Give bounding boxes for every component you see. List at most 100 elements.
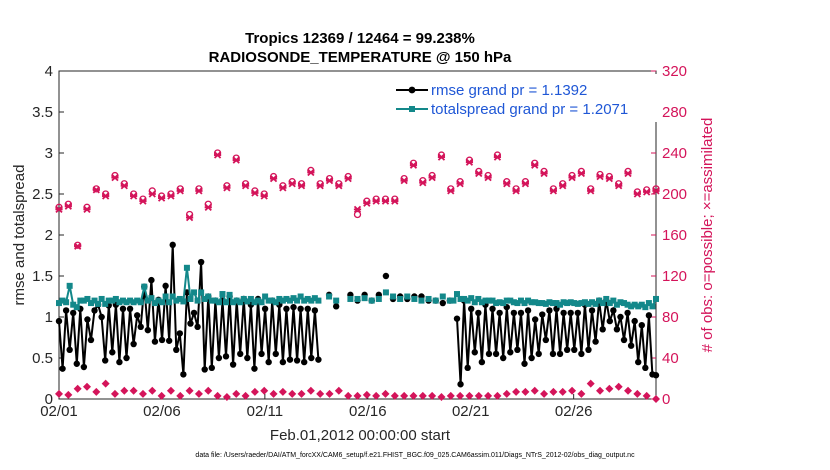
spread-series [56,264,659,311]
obs-low-point [400,391,409,400]
obs-assimilated-point [652,187,660,195]
obs-assimilated-point [297,182,306,190]
y-tick-label: 3.5 [32,104,53,121]
spread-point [557,301,564,308]
spread-point [571,300,578,307]
rmse-point [531,316,539,323]
spread-point [397,295,404,302]
spread-point [549,300,556,307]
spread-point [70,301,77,308]
obs-assimilated-point [447,187,455,195]
obs-low-point [129,386,138,395]
rmse-point [535,350,542,358]
rmse-point [517,309,525,317]
spread-point [80,297,87,304]
obs-low-point [652,395,660,403]
x-tick-label: 02/21 [452,403,490,420]
rmse-point [165,337,173,344]
spread-point [198,289,205,296]
rmse-point [606,317,614,325]
obs-assimilated-point [503,180,511,188]
obs-assimilated-point [475,169,483,178]
obs-low-point [624,386,633,395]
rmse-line-segment [58,244,320,375]
spread-point [635,303,642,310]
spread-point [141,283,148,290]
spread-point [166,299,173,306]
spread-point [464,297,471,304]
rmse-point [176,330,184,337]
rmse-point [382,272,390,280]
rmse-point [485,350,493,358]
obs-low-point [260,386,269,395]
obs-assimilated-point [465,158,474,166]
obs-low-point [101,379,110,388]
obs-low-point [577,389,586,398]
spread-point [560,299,567,306]
obs-assimilated-point [213,151,222,159]
rmse-point [251,365,258,372]
obs-assimilated-point [204,203,212,211]
y-right-tick-label: 40 [662,350,679,367]
obs-assimilated-point [633,190,641,198]
rmse-point [180,371,187,378]
rmse-point [187,320,194,327]
obs-possible-point [74,241,82,249]
obs-low-point [381,389,390,398]
rmse-point [546,307,553,314]
rmse-point [549,350,557,358]
obs-low-point [614,382,623,391]
spread-point [585,300,592,307]
rmse-point [290,303,297,311]
rmse-point [567,309,574,317]
obs-assimilated-point [316,182,324,190]
obs-assimilated-point [456,180,464,188]
rmse-point [539,311,546,318]
obs-assimilated-point [531,161,539,169]
obs-assimilated-point [428,173,436,182]
rmse-point [244,354,251,362]
spread-point [180,298,187,305]
legend-rmse-marker [408,86,416,94]
obs-assimilated-point [549,187,558,195]
rmse-point [73,360,80,367]
chart-subtitle: RADIOSONDE_TEMPERATURE @ 150 hPa [209,49,512,66]
rmse-point [272,350,279,358]
obs-low-point [344,391,353,400]
y-right-tick-label: 80 [662,309,679,326]
rmse-point [613,326,621,333]
y-right-tick-label: 240 [662,145,687,162]
obs-low-point [176,391,185,400]
spread-point [621,300,628,307]
rmse-point [556,350,564,358]
y-tick-label: 1.5 [32,268,53,285]
rmse-point [471,349,478,356]
spread-point [311,295,318,302]
obs-low-point [362,390,371,399]
obs-assimilated-point [587,187,595,195]
spread-point [194,297,201,304]
rmse-point [510,309,518,317]
spread-point [517,297,524,304]
obs-low-point [306,386,315,395]
obs-low-point [325,389,334,398]
spread-point [297,293,304,300]
obs-assimilated-point [335,182,343,190]
obs-assimilated-point [129,192,138,200]
obs-assimilated-point [269,174,278,183]
rmse-point [571,346,578,353]
rmse-point [265,358,272,366]
spread-point [617,299,624,306]
x-axis-label: Feb.01,2012 00:00:00 start [270,427,451,444]
spread-point [155,297,162,304]
spread-point [546,299,553,306]
spread-point [539,300,546,307]
obs-assimilated-point [74,242,82,250]
spread-point [223,299,230,306]
obs-low-point [549,387,558,396]
rmse-point [201,366,208,373]
obs-assimilated-point [167,192,175,200]
spread-point [226,291,233,298]
obs-low-point [222,392,231,401]
